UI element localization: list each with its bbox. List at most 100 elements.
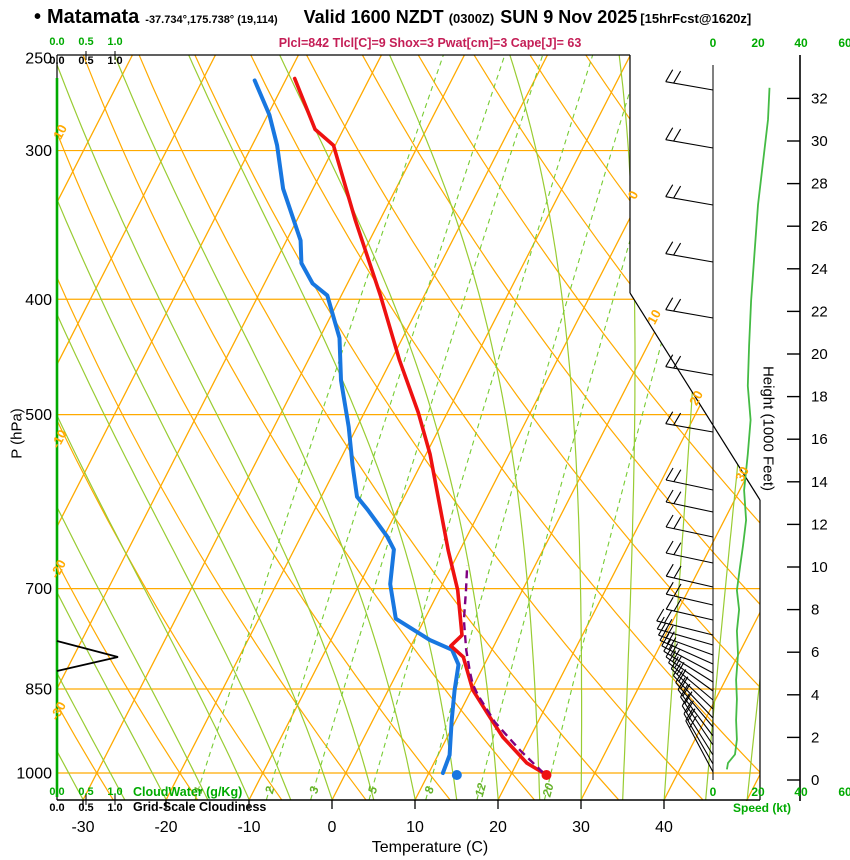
valid-time: Valid 1600 NZDT — [303, 7, 444, 27]
dry-adiabat-line — [361, 55, 760, 801]
speed-tick-label: 40 — [794, 36, 808, 50]
cloud-scale-tick-label: 0.0 — [49, 36, 64, 48]
wind-barb-feather — [659, 628, 668, 641]
wind-speed-curve — [726, 87, 771, 770]
wind-barb-staff — [656, 620, 714, 636]
wind-barb-staff — [666, 575, 714, 588]
isotherm-line — [57, 55, 300, 801]
wind-barb-feather — [666, 631, 675, 644]
wind-barb-feather — [674, 655, 683, 669]
wind-barb-feather — [656, 616, 665, 630]
wind-barb-feather — [675, 670, 684, 683]
valid-date: SUN 9 Nov 2025 — [500, 7, 638, 27]
wind-barb-feather — [665, 411, 674, 424]
valid-time-zulu: (0300Z) — [448, 11, 495, 26]
wind-barb — [665, 540, 714, 564]
isotherm-edge-label: 20 — [686, 388, 706, 408]
wind-barb-feather — [673, 298, 682, 312]
wind-barb-feather — [683, 701, 692, 715]
pressure-tick-label: 500 — [25, 407, 52, 424]
dry-adiabat-line — [417, 55, 760, 801]
height-tick-label: 4 — [811, 687, 819, 704]
height-tick-label: 28 — [811, 176, 828, 193]
temp-tick-label: -30 — [71, 819, 94, 836]
wind-barb-feather — [663, 638, 672, 652]
isotherm-edge-label: -20 — [47, 557, 69, 581]
parcel-curve — [462, 565, 545, 774]
speed-tick-label: 20 — [751, 36, 765, 50]
wind-barb-feather — [668, 650, 677, 663]
wind-barb — [675, 670, 714, 728]
cloud-scale-tick-label: 0.0 — [49, 786, 64, 798]
wind-barb — [665, 69, 714, 91]
wind-barb-feather — [680, 684, 689, 698]
height-tick-label: 2 — [811, 729, 819, 746]
wind-barb — [681, 693, 714, 756]
wind-barb-staff — [665, 656, 714, 692]
wind-barb-feather — [681, 693, 690, 707]
speed-tick-label: 60 — [838, 785, 850, 799]
wind-barb-feather — [670, 656, 679, 669]
wind-barb-feather — [678, 669, 687, 682]
wind-barb-feather — [665, 596, 674, 610]
wind-barb-feather — [685, 708, 694, 722]
cloud-scale-tick-label: 0.5 — [78, 36, 93, 48]
wind-barb-feather — [673, 491, 682, 504]
speed-tick-label: 60 — [838, 36, 850, 50]
sounding-stats: Plcl=842 Tlcl[C]=9 Shox=3 Pwat[cm]=3 Cap… — [278, 36, 582, 50]
wind-barb-feather — [658, 622, 666, 636]
isotherm-line — [81, 55, 466, 801]
height-tick-label: 32 — [811, 90, 828, 107]
pressure-tick-label: 700 — [25, 581, 52, 598]
height-tick-label: 30 — [811, 133, 828, 150]
station-bullet-icon: • — [34, 6, 42, 28]
wind-barb-staff — [680, 696, 714, 746]
wind-barb-staff — [665, 253, 714, 263]
wind-barb-feather — [686, 700, 694, 713]
wind-barb-feather — [665, 184, 674, 197]
speed-tick-label: 40 — [794, 785, 808, 799]
wind-barb-feather — [673, 185, 682, 199]
height-tick-label: 10 — [811, 559, 828, 576]
wind-barb-feather — [673, 412, 682, 426]
temp-tick-label: 20 — [489, 819, 507, 836]
wind-barb — [685, 708, 714, 773]
height-tick-label: 26 — [811, 218, 828, 235]
pressure-axis-label: P (hPa) — [8, 408, 26, 459]
wind-barb-feather — [656, 608, 665, 622]
cloud-scale-tick-label: 0.5 — [78, 786, 93, 798]
dry-adiabat-line — [57, 55, 451, 801]
wind-barb — [665, 644, 714, 692]
cloudwater-scale-label: CloudWater (g/Kg) — [133, 785, 243, 799]
moist-adiabat-line — [179, 55, 458, 800]
dry-adiabat-line — [306, 55, 760, 801]
wind-barb-feather — [670, 643, 679, 656]
dry-adiabat-line — [57, 55, 367, 801]
mixing-ratio-line — [368, 55, 594, 800]
mixing-ratio-label: 1 — [191, 785, 206, 795]
height-tick-label: 0 — [811, 772, 819, 789]
moist-adiabat-line — [615, 55, 636, 800]
height-tick-label: 12 — [811, 516, 828, 533]
pressure-tick-label: 850 — [25, 681, 52, 698]
wind-barb — [677, 677, 714, 737]
height-tick-label: 18 — [811, 389, 828, 406]
wind-barb-feather — [661, 633, 670, 647]
dry-adiabat-line — [529, 55, 760, 801]
temp-tick-label: -20 — [154, 819, 177, 836]
cloud-scale-tick-label: 1.0 — [107, 36, 122, 48]
wind-barb — [680, 684, 714, 746]
forecast-tag: [15hrFcst@1620z] — [640, 11, 752, 26]
wind-barb-staff — [665, 366, 714, 376]
wind-barb-feather — [665, 581, 674, 595]
moist-adiabat-line — [379, 55, 541, 800]
wind-barb-feather — [668, 637, 677, 650]
height-tick-label: 16 — [811, 431, 828, 448]
temp-tick-label: 10 — [406, 819, 424, 836]
pressure-tick-label: 400 — [25, 292, 52, 309]
dry-adiabat-line — [57, 55, 283, 801]
temp-tick-label: 40 — [655, 819, 673, 836]
wind-barb — [665, 354, 714, 376]
wind-barb-feather — [665, 127, 674, 140]
wind-barb-feather — [665, 69, 674, 82]
